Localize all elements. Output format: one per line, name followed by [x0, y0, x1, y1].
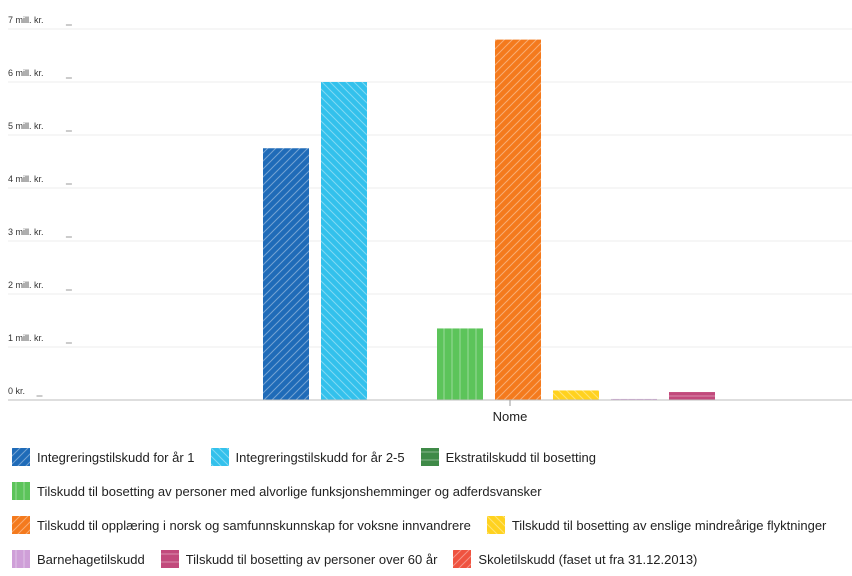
bar-7[interactable] — [669, 392, 715, 400]
legend-label: Tilskudd til bosetting av personer med a… — [37, 483, 542, 499]
legend-item[interactable]: Integreringstilskudd for år 1 — [12, 448, 195, 466]
legend-swatch — [420, 448, 439, 466]
legend-item[interactable]: Barnehagetilskudd — [12, 550, 145, 568]
legend-item[interactable]: Tilskudd til opplæring i norsk og samfun… — [12, 516, 471, 534]
legend-row: Tilskudd til opplæring i norsk og samfun… — [12, 508, 852, 542]
x-axis: Nome — [8, 399, 852, 424]
y-axis-tick-labels: 0 kr. 1 mill. kr. 2 mill. kr. 3 mill. kr. 4 … — [8, 15, 72, 397]
legend-label: Integreringstilskudd for år 1 — [37, 449, 195, 465]
legend-label: Ekstratilskudd til bosetting — [445, 449, 596, 465]
y-tick-label: 5 mill. kr. — [8, 121, 44, 131]
legend-item[interactable]: Tilskudd til bosetting av personer med a… — [12, 482, 542, 500]
bar-6[interactable] — [611, 398, 657, 400]
legend-item[interactable]: Skoletilskudd (faset ut fra 31.12.2013) — [453, 550, 697, 568]
bar-0[interactable] — [263, 148, 309, 400]
legend-item[interactable]: Integreringstilskudd for år 2-5 — [210, 448, 405, 466]
legend-swatch — [210, 448, 229, 466]
legend-item[interactable]: Tilskudd til bosetting av enslige mindre… — [486, 516, 827, 534]
legend-swatch — [160, 550, 179, 568]
legend-label: Skoletilskudd (faset ut fra 31.12.2013) — [478, 551, 698, 567]
bar-5[interactable] — [553, 390, 599, 400]
legend: Integreringstilskudd for år 1 Integrering… — [12, 440, 852, 576]
bar-1[interactable] — [321, 82, 367, 400]
legend-row: Tilskudd til bosetting av personer med a… — [12, 474, 852, 508]
y-tick-label: 1 mill. kr. — [8, 333, 44, 343]
legend-swatch — [12, 448, 30, 466]
y-tick-label: 6 mill. kr. — [8, 68, 44, 78]
legend-label: Tilskudd til bosetting av personer over … — [185, 551, 438, 567]
legend-label: Integreringstilskudd for år 2-5 — [235, 449, 405, 465]
legend-swatch — [12, 482, 30, 500]
y-tick-label: 4 mill. kr. — [8, 174, 44, 184]
bar-4[interactable] — [495, 39, 541, 400]
grid-lines — [8, 28, 852, 348]
bar-chart: 0 kr. 1 mill. kr. 2 mill. kr. 3 mill. kr. 4 … — [8, 15, 852, 424]
legend-label: Tilskudd til bosetting av enslige mindre… — [511, 517, 827, 533]
x-tick-label: Nome — [493, 409, 528, 424]
legend-swatch — [486, 516, 505, 534]
legend-swatch — [453, 550, 472, 568]
legend-item[interactable]: Ekstratilskudd til bosetting — [420, 448, 596, 466]
legend-swatch — [12, 516, 30, 534]
bars — [263, 39, 715, 400]
legend-label: Tilskudd til opplæring i norsk og samfun… — [37, 517, 471, 533]
y-tick-label: 2 mill. kr. — [8, 280, 44, 290]
y-tick-label: 7 mill. kr. — [8, 15, 44, 25]
legend-label: Barnehagetilskudd — [37, 551, 145, 567]
legend-item[interactable]: Tilskudd til bosetting av personer over … — [160, 550, 438, 568]
legend-swatch — [12, 550, 30, 568]
y-tick-label: 3 mill. kr. — [8, 227, 44, 237]
bar-3[interactable] — [437, 328, 483, 400]
legend-row: Barnehagetilskudd Tilskudd til bosetting … — [12, 542, 852, 576]
y-tick-label: 0 kr. — [8, 386, 25, 396]
legend-row: Integreringstilskudd for år 1 Integrering… — [12, 440, 852, 474]
